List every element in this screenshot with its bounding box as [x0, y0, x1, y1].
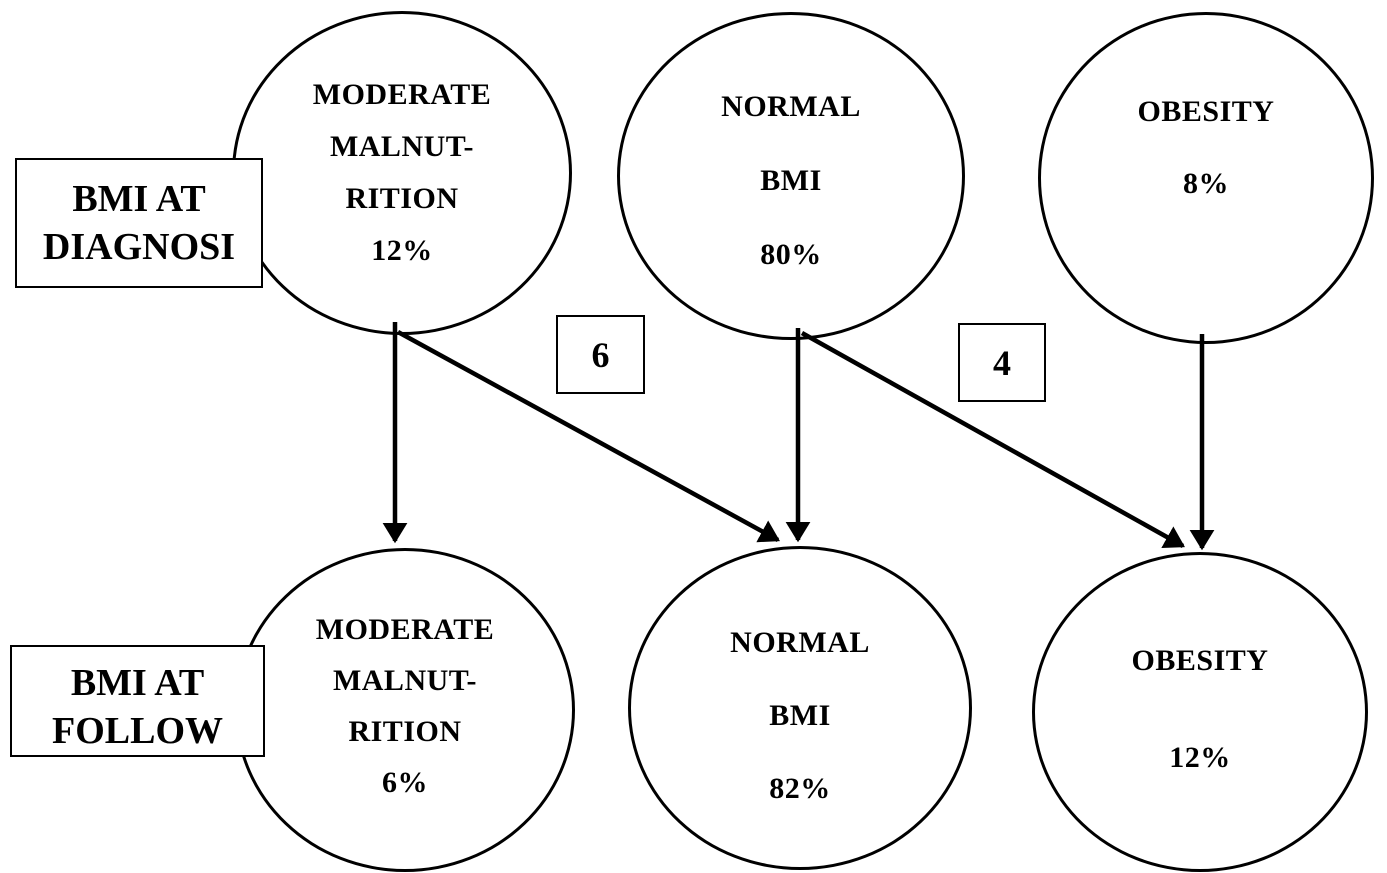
- node-line: MODERATE: [312, 78, 492, 111]
- node-line: RITION: [348, 715, 462, 748]
- node-line: MALNUT-: [332, 664, 478, 697]
- transition-count-value: 4: [993, 342, 1011, 383]
- transition-count-6-box: 6: [556, 315, 645, 394]
- node-line: NORMAL: [730, 625, 870, 659]
- node-normal-bmi-follow: NORMAL BMI 82%: [628, 546, 972, 870]
- node-line: NORMAL: [721, 90, 861, 123]
- node-moderate-malnutrition-follow-text: MODERATE MALNUT- RITION 6%: [316, 604, 494, 808]
- node-line: OBESITY: [1137, 95, 1275, 128]
- node-percentage: 6%: [381, 766, 428, 799]
- node-normal-bmi-diagnosis-text: NORMAL BMI 80%: [721, 70, 861, 292]
- bmi-at-follow-label-box: BMI AT FOLLOW: [10, 645, 265, 757]
- node-moderate-malnutrition-follow: MODERATE MALNUT- RITION 6%: [235, 548, 575, 872]
- node-percentage: 8%: [1182, 167, 1229, 200]
- node-moderate-malnutrition-diagnosis-text: MODERATE MALNUT- RITION 12%: [313, 69, 491, 277]
- row-label-line: BMI AT: [72, 178, 206, 220]
- node-normal-bmi-follow-text: NORMAL BMI 82%: [730, 606, 870, 825]
- row-label-line: DIAGNOSI: [42, 226, 236, 268]
- row-label-line: FOLLOW: [51, 710, 224, 752]
- row-label-line: BMI AT: [70, 662, 205, 704]
- node-obesity-follow: OBESITY 12%: [1032, 552, 1368, 872]
- node-line: OBESITY: [1131, 644, 1269, 677]
- node-percentage: 12%: [371, 234, 433, 267]
- node-normal-bmi-diagnosis: NORMAL BMI 80%: [617, 12, 965, 340]
- bmi-at-diagnosis-label-box: BMI AT DIAGNOSI: [15, 158, 263, 288]
- node-line: BMI: [769, 698, 831, 732]
- node-obesity-diagnosis: OBESITY 8%: [1038, 12, 1374, 344]
- node-line: BMI: [760, 164, 822, 197]
- node-line: MODERATE: [315, 613, 495, 646]
- transition-count-4-box: 4: [958, 323, 1046, 402]
- node-percentage: 12%: [1169, 741, 1231, 774]
- node-obesity-follow-text: OBESITY 12%: [1132, 612, 1269, 806]
- node-percentage: 82%: [769, 771, 831, 805]
- transition-count-value: 6: [591, 334, 610, 375]
- node-percentage: 80%: [760, 238, 822, 271]
- node-line: RITION: [345, 182, 459, 215]
- node-moderate-malnutrition-diagnosis: MODERATE MALNUT- RITION 12%: [232, 11, 572, 335]
- node-line: MALNUT-: [329, 130, 475, 163]
- node-obesity-diagnosis-text: OBESITY 8%: [1138, 76, 1275, 220]
